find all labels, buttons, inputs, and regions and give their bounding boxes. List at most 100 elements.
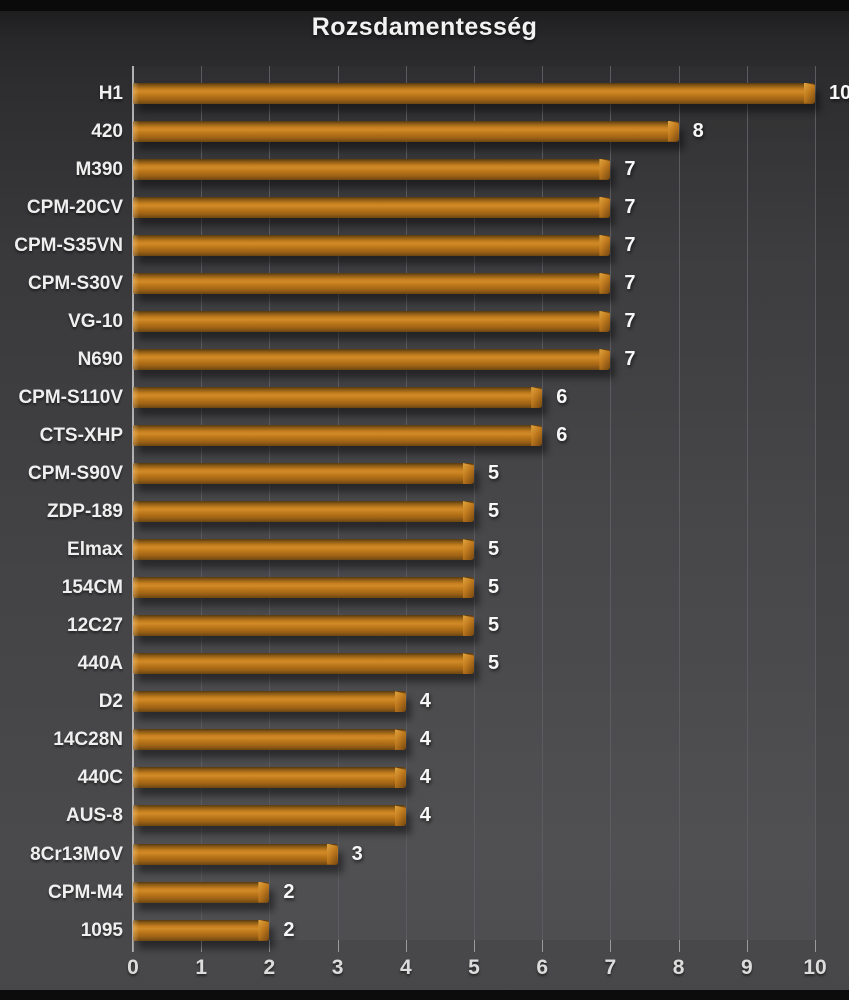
x-axis-tick-label: 0 [127,956,139,979]
category-label: CPM-S35VN [14,234,123,256]
bar-row: CPM-20CV 7 [0,195,849,218]
x-axis-tick-label: 4 [399,956,412,979]
category-label: N690 [77,348,123,370]
bar-row: 440A 5 [0,652,849,675]
x-axis-tick-label: 3 [331,956,344,979]
category-label: VG-10 [68,310,123,332]
bar [133,463,474,484]
bar-row: 12C27 5 [0,614,849,637]
value-label: 7 [624,347,636,370]
x-axis-tick [746,940,748,952]
x-axis-tick [678,940,680,952]
value-label: 5 [488,538,500,561]
gridline [678,66,680,940]
x-axis-tick-label: 6 [536,956,549,979]
chart-title: Rozsdamentesség [311,13,538,41]
category-label: CPM-20CV [26,196,123,218]
bar [133,310,611,332]
category-label: 1095 [80,919,123,941]
category-label: CPM-M4 [48,881,123,903]
x-axis-tick [815,940,816,952]
category-label: 420 [91,120,123,142]
bar-row: D2 4 [0,691,849,713]
category-label: 12C27 [67,615,123,637]
x-axis-tick [542,940,544,952]
bar-row: CPM-S30V 7 [0,271,849,294]
bar-row: VG-10 7 [0,310,849,332]
bar [133,82,815,104]
category-label: 440A [77,653,123,675]
bar [133,501,474,523]
bar [133,234,611,256]
value-label: 6 [556,385,568,408]
value-label: 7 [624,157,636,180]
bar-row: ZDP-189 5 [0,500,849,523]
value-label: 10 [829,81,849,104]
category-label: ZDP-189 [46,501,123,523]
x-axis-tick-label: 2 [263,956,276,979]
bar-row: H1 10 [0,81,849,104]
bar [133,386,543,408]
value-label: 4 [419,728,431,751]
value-label: 6 [556,423,568,446]
category-label: M390 [75,158,123,180]
bar-row: N690 7 [0,347,849,370]
category-label: H1 [98,82,123,104]
category-label: 440C [77,767,123,789]
x-axis-tick [133,940,134,952]
bar-row: 8Cr13MoV 3 [0,843,849,865]
bar-row: CPM-S110V 6 [0,385,849,408]
bar [133,691,406,713]
bar [133,615,474,637]
x-axis-tick-label: 5 [468,956,480,979]
x-axis-tick [610,940,612,952]
value-label: 8 [692,119,704,142]
x-axis-tick [337,940,339,952]
bottom-letterbox-strip [0,990,849,1000]
x-axis-tick-label: 7 [604,956,617,979]
bar-row: 14C28N 4 [0,728,849,751]
bar-row: M390 7 [0,157,849,180]
bar [133,424,543,446]
bar [133,767,406,789]
bar-row: 420 8 [0,119,849,142]
x-axis-tick-label: 1 [195,956,208,979]
top-letterbox-strip [0,0,849,11]
bar-row: CPM-M4 2 [0,880,849,903]
category-label: 154CM [61,577,123,599]
value-label: 5 [488,500,500,523]
gridline [474,66,475,940]
x-axis-tick-label: 10 [803,956,827,979]
category-label: 14C28N [53,729,123,751]
bar [133,805,406,827]
category-label: AUS-8 [65,805,123,827]
value-label: 5 [488,576,500,599]
value-label: 7 [624,195,636,218]
bar [133,196,611,218]
x-axis-tick [474,940,475,952]
bar-row: CPM-S90V 5 [0,463,849,484]
bar-row: 154CM 5 [0,576,849,599]
x-axis-tick [269,940,271,952]
bar [133,653,474,675]
bar-row: 440C 4 [0,766,849,789]
bar [133,881,270,903]
value-label: 5 [488,614,500,637]
x-axis-tick-label: 8 [672,956,685,979]
value-label: 2 [283,918,295,941]
category-label: CPM-S110V [18,386,123,408]
bar [133,919,270,941]
x-axis-tick [405,940,407,952]
bar [133,348,611,370]
value-label: 5 [488,652,500,675]
value-label: 4 [419,766,431,789]
bar-row: CTS-XHP 6 [0,423,849,446]
bar [133,843,338,865]
value-label: 2 [283,880,295,903]
x-axis-tick-label: 9 [740,956,753,979]
value-label: 7 [624,271,636,294]
bar [133,729,406,751]
bar-row: CPM-S35VN 7 [0,234,849,256]
bar [133,158,611,180]
